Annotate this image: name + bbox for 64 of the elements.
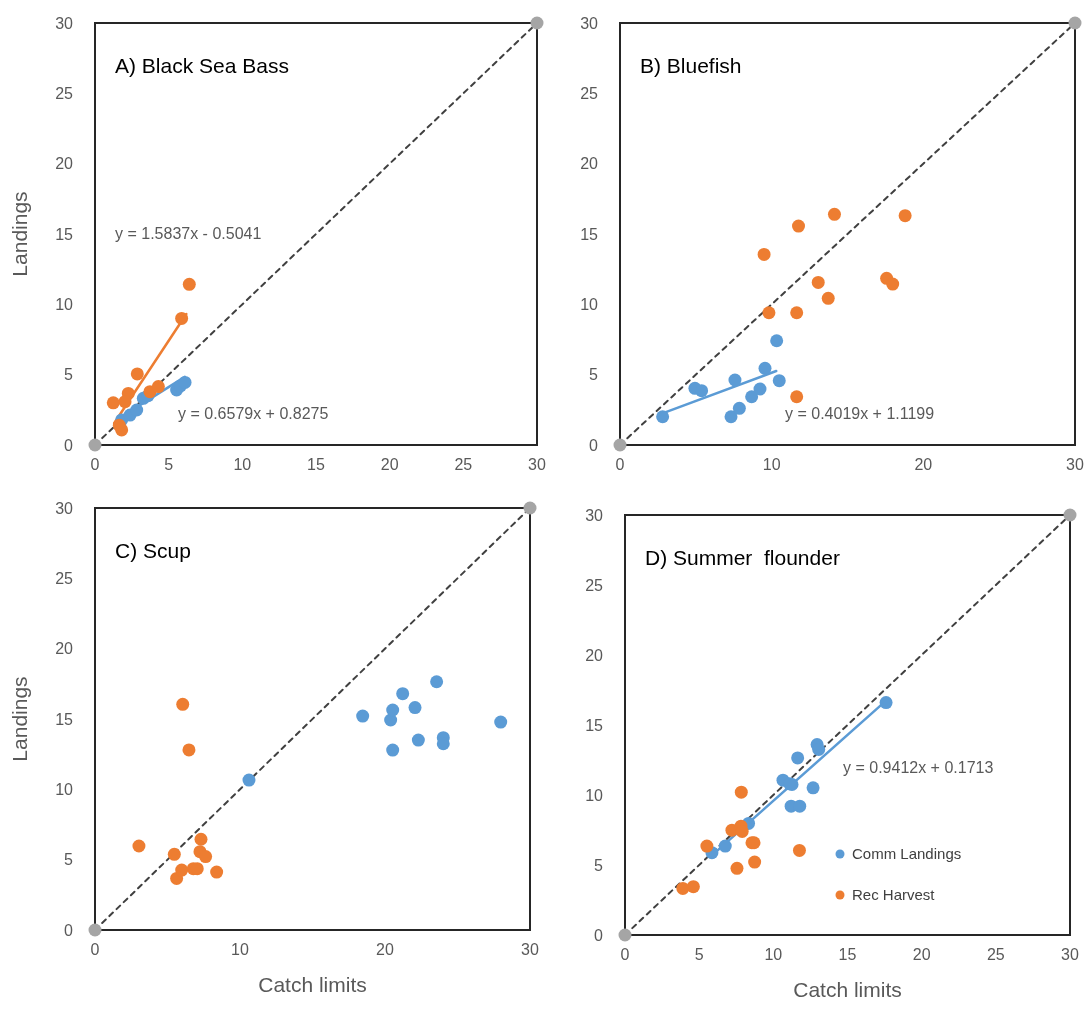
y-tick-label: 20 <box>580 155 599 173</box>
y-tick-label: 25 <box>585 576 604 594</box>
x-tick-label: 20 <box>380 456 399 473</box>
text: B) Bluefish <box>640 54 742 77</box>
y-axis-title: Landings <box>8 191 31 277</box>
legend-label: Comm Landings <box>852 845 962 863</box>
y-tick-label: 30 <box>580 14 599 32</box>
y-tick-label: 0 <box>594 926 604 944</box>
y-tick-label: 15 <box>585 716 604 734</box>
y-tick-label: 25 <box>55 84 74 102</box>
y-tick-label: 10 <box>580 295 599 313</box>
x-tick-label: 15 <box>307 456 325 473</box>
text: A) Black Sea Bass <box>115 54 289 77</box>
x-tick-label: 0 <box>620 946 630 963</box>
x-tick-label: 20 <box>376 941 394 958</box>
x-tick-label: 10 <box>762 456 781 473</box>
legend-label: Rec Harvest <box>852 886 936 904</box>
y-tick-label: 5 <box>64 851 74 869</box>
x-tick-label: 10 <box>764 946 783 963</box>
y-tick-label: 10 <box>585 786 604 804</box>
y-tick-label: 0 <box>64 436 74 454</box>
x-tick-label: 20 <box>912 946 931 963</box>
x-axis-title: Catch limits <box>793 978 902 1001</box>
y-tick-label: 20 <box>585 646 604 664</box>
annotation: y = 0.9412x + 0.1713 <box>843 758 994 776</box>
y-tick-label: 10 <box>55 780 74 798</box>
x-tick-label: 5 <box>694 946 704 963</box>
x-tick-label: 30 <box>1061 946 1079 963</box>
y-tick-label: 10 <box>55 295 74 313</box>
x-tick-label: 25 <box>986 946 1005 963</box>
x-tick-label: 30 <box>528 456 546 473</box>
x-tick-label: 25 <box>454 456 473 473</box>
y-tick-label: 20 <box>55 640 74 658</box>
y-tick-label: 15 <box>55 710 74 728</box>
y-tick-label: 5 <box>589 366 599 384</box>
x-tick-label: 30 <box>1066 456 1084 473</box>
y-tick-label: 25 <box>580 84 599 102</box>
y-tick-label: 5 <box>594 856 604 874</box>
annotation: y = 0.6579x + 0.8275 <box>178 404 329 422</box>
y-tick-label: 30 <box>585 506 604 524</box>
x-tick-label: 0 <box>90 941 100 958</box>
y-tick-label: 30 <box>55 14 74 32</box>
y-tick-label: 25 <box>55 569 74 587</box>
x-tick-label: 5 <box>164 456 174 473</box>
text: D) Summer flounder <box>645 546 840 569</box>
y-tick-label: 20 <box>55 155 74 173</box>
y-tick-label: 15 <box>580 225 599 243</box>
x-tick-label: 0 <box>615 456 625 473</box>
annotation: y = 0.4019x + 1.1199 <box>785 404 935 422</box>
x-axis-title: Catch limits <box>258 973 367 996</box>
x-tick-label: 30 <box>521 941 539 958</box>
y-tick-label: 30 <box>55 499 74 517</box>
y-tick-label: 15 <box>55 225 74 243</box>
x-tick-label: 15 <box>838 946 857 963</box>
x-tick-label: 20 <box>914 456 933 473</box>
annotation: y = 1.5837x - 0.5041 <box>115 224 262 242</box>
x-tick-label: 10 <box>233 456 252 473</box>
y-tick-label: 5 <box>64 366 74 384</box>
x-tick-label: 0 <box>90 456 100 473</box>
y-tick-label: 0 <box>589 436 599 454</box>
y-axis-title: Landings <box>8 676 31 762</box>
text: C) Scup <box>115 539 191 562</box>
y-tick-label: 0 <box>64 921 74 939</box>
x-tick-label: 10 <box>231 941 249 958</box>
